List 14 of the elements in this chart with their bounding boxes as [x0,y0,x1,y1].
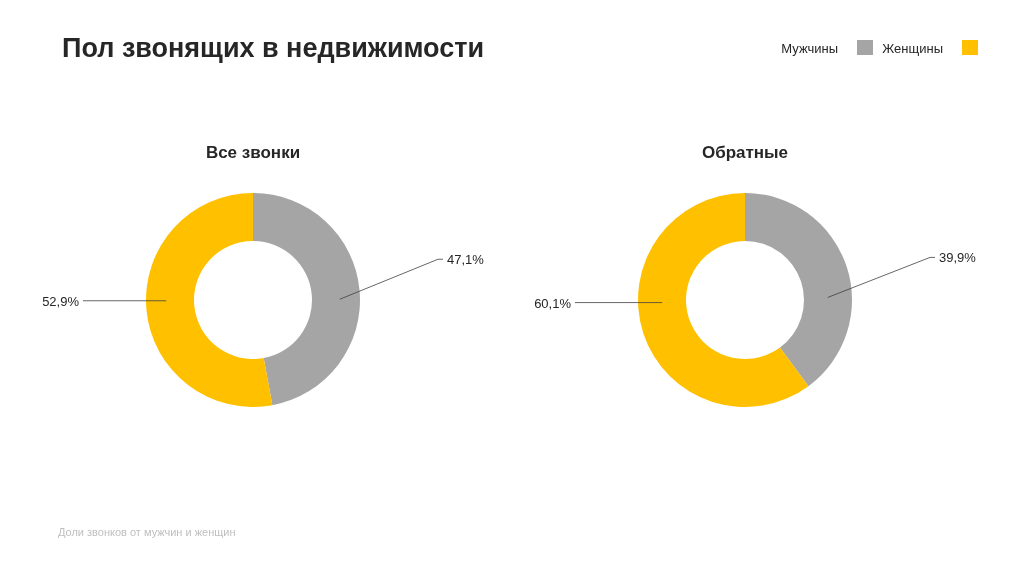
legend-label: Женщины [882,41,943,56]
data-label: 52,9% [42,293,80,309]
text: Пол звонящих в недвижимости [62,33,485,63]
data-label: 47,1% [447,252,485,268]
text: Доли звонков от мужчин и женщин [58,526,236,538]
donut-slice [253,193,360,406]
legend-label: Мужчины [781,41,838,56]
data-label: 60,1% [534,295,572,311]
text: Все звонки [205,143,301,162]
data-label: 39,9% [939,250,977,266]
chart-title: Обратные [701,143,789,162]
donut-slice [146,193,273,407]
donut-slice [745,193,852,387]
donut-slice [638,193,809,407]
